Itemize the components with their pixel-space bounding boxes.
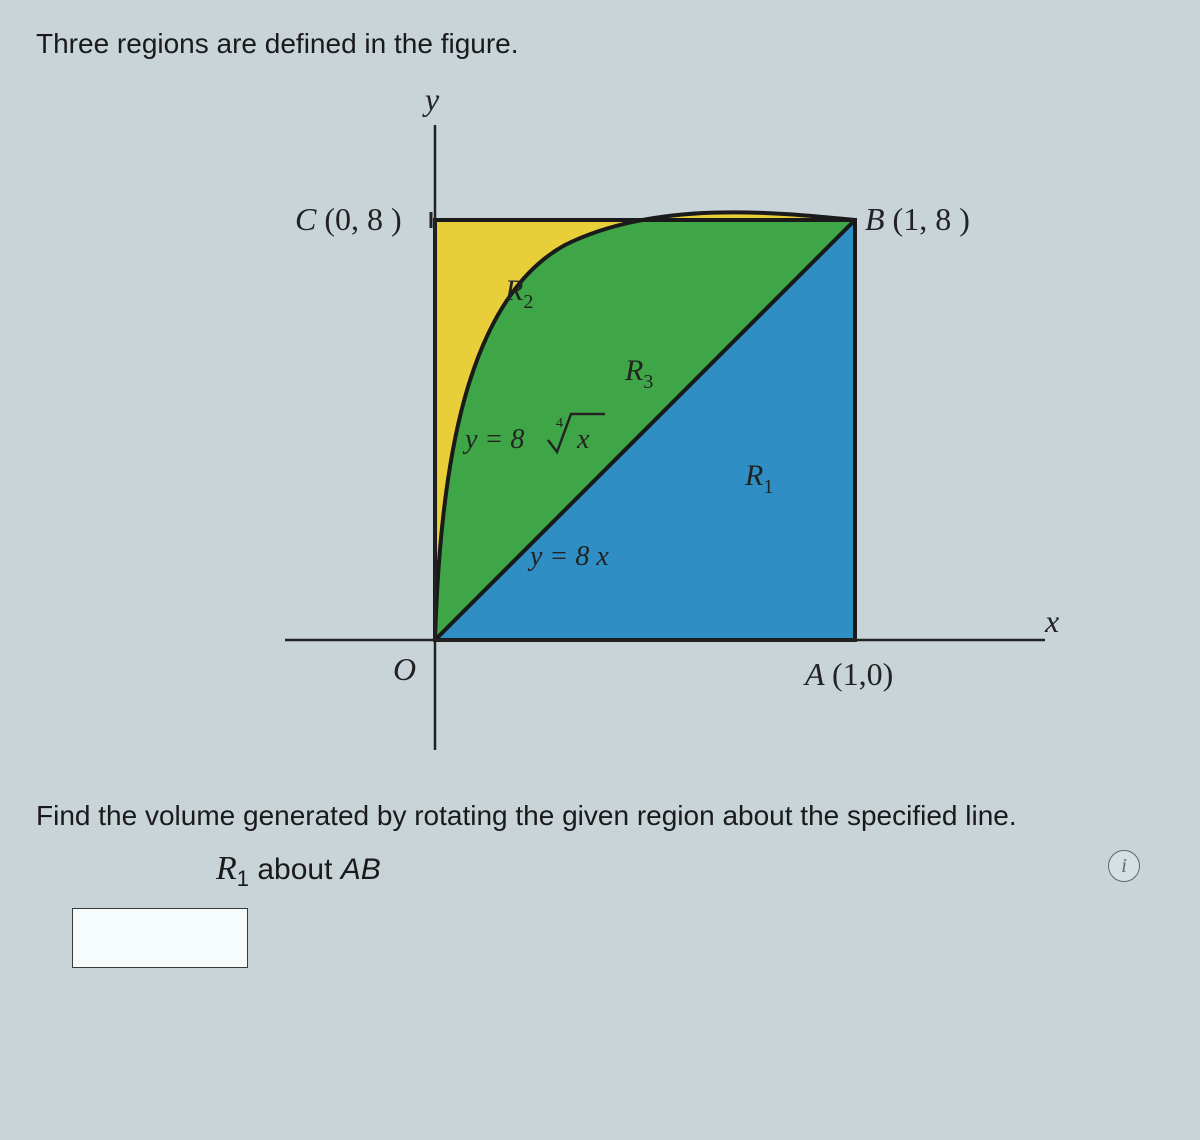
- rotation-spec: R1 about AB: [216, 850, 1164, 892]
- intro-text: Three regions are defined in the figure.: [36, 28, 1164, 60]
- point-b-coords: (1, 8 ): [893, 201, 970, 237]
- point-b-letter: B: [865, 201, 885, 237]
- rotation-region-index: 1: [237, 866, 249, 891]
- point-b-label: B (1, 8 ): [865, 201, 970, 237]
- x-axis-label: x: [1044, 603, 1059, 639]
- rotation-middle: about: [249, 853, 341, 886]
- rotation-segment: AB: [341, 853, 381, 886]
- svg-text:x: x: [576, 424, 590, 455]
- point-c-letter: C: [295, 201, 317, 237]
- figure-svg: y x O C (0, 8 ) B (1, 8 ) A (1,0) R2 R3: [135, 70, 1065, 790]
- question-text: Find the volume generated by rotating th…: [36, 800, 1164, 832]
- y-axis-label: y: [422, 81, 440, 117]
- origin-label: O: [393, 651, 416, 687]
- point-a-label: A (1,0): [803, 656, 893, 692]
- point-a-coords: (1,0): [832, 656, 893, 692]
- equation-line: y = 8 x: [527, 541, 609, 572]
- point-a-letter: A: [803, 656, 825, 692]
- answer-input[interactable]: [72, 908, 248, 968]
- svg-text:4: 4: [556, 416, 563, 431]
- info-icon[interactable]: i: [1108, 850, 1140, 882]
- point-c-label: C (0, 8 ): [295, 201, 402, 237]
- rotation-region-symbol: R: [216, 850, 237, 887]
- figure-container: y x O C (0, 8 ) B (1, 8 ) A (1,0) R2 R3: [36, 70, 1164, 790]
- svg-text:y = 8: y = 8: [462, 424, 524, 455]
- point-c-coords: (0, 8 ): [324, 201, 401, 237]
